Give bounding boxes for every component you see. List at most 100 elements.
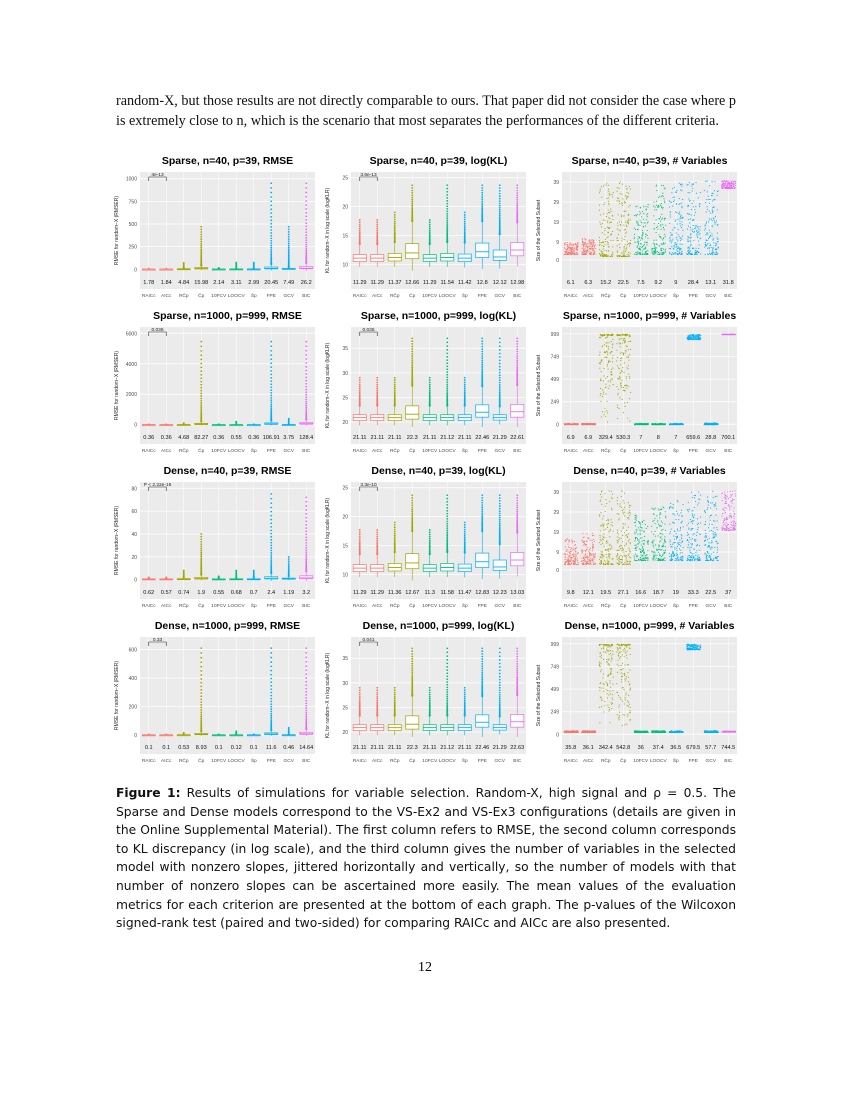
jitter-point [672,424,674,426]
jitter-point [646,250,648,252]
jitter-point [611,254,613,256]
y-tick-label: 35 [342,346,348,352]
outlier-point [200,545,203,548]
box [510,552,525,567]
outlier-point [217,267,220,269]
jitter-point [697,337,699,339]
jitter-point [642,248,644,250]
jitter-point [570,251,572,253]
jitter-point [711,181,713,183]
jitter-point [660,203,662,205]
significance-bracket [359,331,378,336]
mean-label: 12.8 [477,280,488,286]
jitter-point [711,212,713,214]
outlier-point [287,560,290,562]
y-tick-label: 20 [342,205,348,211]
jitter-point [733,187,735,189]
outlier-point [498,505,501,508]
jitter-point [569,548,571,550]
jitter-point [657,206,659,208]
mean-label: 13.03 [510,590,524,596]
jitter-point [661,218,663,220]
y-axis-label: RMSE for random−X (RMSER) [114,351,120,420]
jitter-point [626,196,628,198]
mean-label: 0.7 [250,590,258,596]
jitter-point [570,423,572,425]
jitter-point [662,192,664,194]
outlier-point [428,232,431,235]
jitter-point [589,239,591,241]
jitter-point [601,255,603,257]
jitter-point [733,183,735,185]
jitter-point [616,197,618,199]
jitter-point [607,334,609,336]
jitter-point [590,242,592,244]
outlier-point [516,345,519,348]
jitter-point [716,423,718,425]
jitter-point [716,209,718,211]
outlier-point [147,576,150,579]
jitter-point [591,423,593,425]
outlier-point [200,553,203,556]
jitter-point [585,250,587,252]
outlier-point [270,538,273,541]
jitter-point [585,252,587,254]
outlier-point [305,561,308,564]
jitter-point [608,342,610,344]
jitter-point [644,251,646,253]
jitter-point [710,423,712,425]
mean-label: 128.4 [299,435,313,441]
outlier-point [393,379,396,382]
jitter-point [646,216,648,218]
outlier-point [516,517,519,520]
outlier-point [305,546,308,549]
jitter-point [662,195,664,197]
outlier-point [358,389,361,392]
jitter-point [616,251,618,253]
outlier-point [200,358,203,361]
outlier-point [393,397,396,399]
outlier-point [481,514,484,516]
jitter-point [602,253,604,255]
outlier-point [393,233,396,236]
outlier-point [270,532,273,535]
jitter-point [694,253,696,255]
jitter-point [620,382,622,384]
jitter-point [693,231,695,233]
jitter-point [618,233,620,235]
jitter-point [642,233,644,235]
jitter-point [661,206,663,208]
jitter-point [584,250,586,252]
jitter-point [610,335,612,337]
jitter-point [664,235,666,237]
jitter-point [662,224,664,226]
jitter-point [680,184,682,186]
x-tick-label: FPE [478,293,487,299]
jitter-point [678,198,680,200]
outlier-point [428,539,431,542]
jitter-point [569,244,571,246]
outlier-point [200,386,203,389]
jitter-point [697,250,699,252]
y-axis-label: RMSE for random−X (RMSER) [114,506,120,575]
outlier-point [411,361,414,364]
outlier-point [305,382,308,385]
jitter-point [633,238,635,240]
jitter-point [576,252,578,254]
outlier-point [481,194,484,196]
jitter-point [601,359,603,361]
jitter-point [586,250,588,252]
jitter-point [607,242,609,244]
jitter-point [692,187,694,189]
jitter-point [569,540,571,542]
jitter-point [622,255,624,257]
x-tick-label: FPE [478,448,487,454]
jitter-point [607,243,609,245]
outlier-point [516,519,519,522]
chart-title: Sparse, n=40, p=39, RMSE [162,155,293,167]
mean-label: 1.19 [283,590,294,596]
plot-panel [351,482,526,599]
jitter-point [721,186,723,188]
jitter-point [590,253,592,255]
